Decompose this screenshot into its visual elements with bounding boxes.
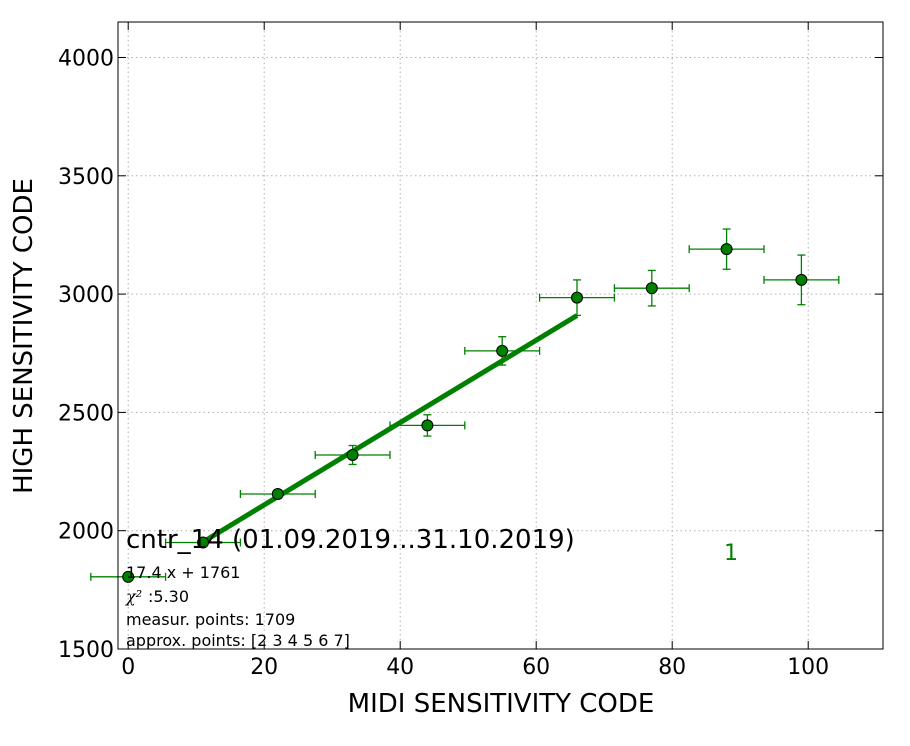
chi-value: :5.30: [148, 587, 189, 606]
y-tick-label: 2000: [58, 520, 114, 545]
data-point: [613, 269, 690, 307]
x-tick-label: 60: [522, 655, 550, 680]
plot-frame: [117, 21, 884, 650]
grid: [118, 22, 883, 650]
data-points: [90, 228, 840, 583]
x-tick-label: 20: [250, 655, 278, 680]
data-point: [90, 570, 167, 583]
approx-points-note: approx. points: [2 3 4 5 6 7]: [126, 631, 350, 650]
measur-points-note: measur. points: 1709: [126, 610, 295, 629]
point-marker: [197, 536, 209, 549]
x-tick-label: 0: [121, 655, 135, 680]
point-marker: [122, 570, 135, 583]
y-tick-label: 4000: [58, 46, 114, 71]
data-point: [164, 536, 242, 549]
point-marker: [795, 273, 808, 286]
y-tick-label: 3500: [58, 165, 114, 190]
y-axis-label: HIGH SENSITIVITY CODE: [9, 178, 39, 494]
point-marker: [720, 243, 733, 256]
y-tick-label: 1500: [58, 638, 114, 663]
data-point: [239, 488, 316, 501]
y-tick-label: 3000: [58, 283, 114, 308]
point-marker: [271, 488, 284, 501]
tick-labels: 0 20 40 60 80 100 1500 2000 2500 3000 3500 4000: [58, 46, 829, 680]
chi-symbol: χ²: [125, 587, 142, 606]
data-point: [464, 336, 541, 366]
data-point: [389, 414, 466, 437]
point-marker: [645, 282, 658, 295]
point-marker: [571, 291, 583, 304]
x-axis-label: MIDI SENSITIVITY CODE: [348, 689, 655, 719]
data-point: [538, 279, 616, 317]
data-point: [763, 254, 840, 306]
label-1: 1: [724, 541, 738, 566]
x-tick-label: 40: [386, 655, 414, 680]
data-point: [314, 444, 391, 466]
x-tick-label: 100: [787, 655, 829, 680]
point-marker: [346, 448, 359, 461]
x-tick-label: 80: [658, 655, 686, 680]
chart-title: cntr_14 (01.09.2019...31.10.2019): [126, 525, 575, 555]
fit-equation: 17.4 x + 1761: [126, 563, 240, 582]
y-tick-label: 2500: [58, 401, 114, 426]
point-marker: [496, 344, 509, 357]
data-point: [688, 228, 765, 270]
point-marker: [421, 419, 434, 432]
